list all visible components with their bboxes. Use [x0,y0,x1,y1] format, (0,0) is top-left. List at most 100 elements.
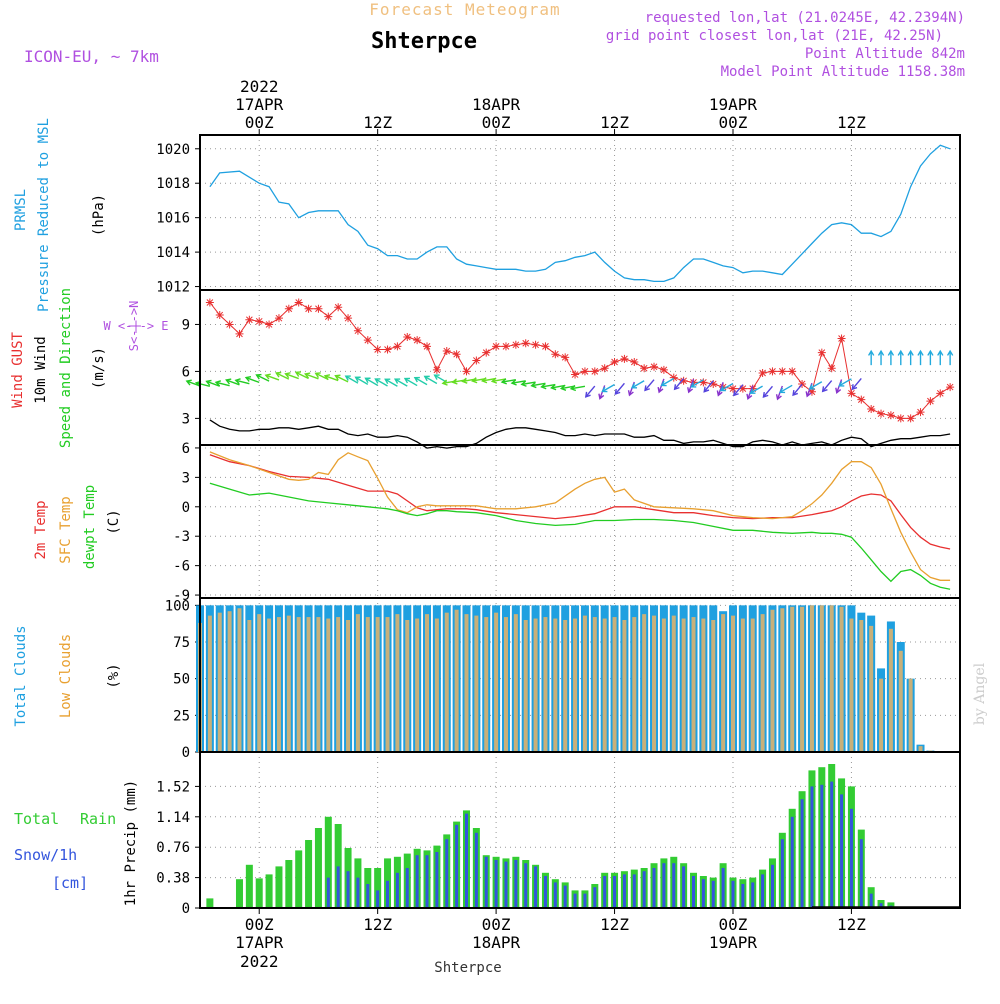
bottom-time-label: 00Z [245,915,274,934]
snow-bar [613,876,617,908]
wind-arrow-head [403,377,411,384]
wind-arrow-head [838,381,845,387]
wind-direction-arrow [688,378,695,393]
wind-direction-arrow [196,382,211,387]
wind-dir-label: Speed and Direction [58,288,74,448]
wind-arrow-head [917,349,924,356]
wind-arrow-head [601,386,608,393]
snow-label: Snow/1h [14,846,77,864]
low-cloud-bar [346,620,351,752]
top-time-label: 00Z [719,113,748,132]
snow-bar [682,866,686,908]
gust-line [209,301,951,419]
wind-direction-arrow [703,380,714,393]
gust-marker [896,414,905,423]
wind-arrow-head [451,378,458,385]
wind-direction-arrow [631,380,645,389]
gust-label: Wind GUST [10,332,26,408]
compass-ns: S<-|->N [127,301,141,352]
wind-direction-arrow [275,372,290,380]
snow-bar [356,877,360,908]
snow-bar [692,876,696,908]
snow-bar [455,824,459,908]
gust-marker [580,367,589,376]
gust-marker [551,350,560,359]
wind-direction-arrow [541,383,556,388]
snow-bar [435,852,439,908]
snow-bar [474,832,478,908]
low-cloud-bar [553,618,558,752]
wind-arrow-head [716,390,723,397]
gust-marker [669,373,678,382]
wind-direction-arrow [501,378,516,383]
snow-bar [662,863,666,908]
low-cloud-bar [513,614,518,752]
y-tick-label: -6 [173,559,190,575]
signature: by Angel [972,662,988,725]
pressure-label-1: PRMSL [13,189,29,231]
snow-bar [751,882,755,908]
gust-marker [245,315,254,324]
wind-arrow-head [244,375,252,382]
gust-marker [274,314,283,323]
low-cloud-bar [296,617,301,752]
low-cloud-bar [740,618,745,752]
y-tick-label: -3 [173,529,190,545]
gust-marker [304,304,313,313]
low-cloud-bar [908,678,913,752]
low-cloud-bar [632,617,637,752]
gust-marker [442,347,451,356]
wind-arrow-head [344,375,351,381]
gust-marker [334,303,343,312]
low-cloud-bar [800,606,805,752]
gust-marker [393,342,402,351]
gust-marker [738,384,747,393]
wind-labels: Wind GUST 10m Wind Speed and Direction (… [10,288,169,448]
snow-bar [879,903,883,908]
low-cloud-bar [760,614,765,752]
rain-bar [295,850,303,908]
gust-marker [531,340,540,349]
gust-marker [501,342,510,351]
snow-bar [810,786,814,908]
low-cloud-bar [622,620,627,752]
low-cloud-bar [918,746,923,752]
y-tick-label: 1018 [156,176,190,192]
snow-bar [543,876,547,908]
wind-direction-arrow [511,380,526,384]
wind-arrow-head [877,349,885,356]
snow-bar [672,863,676,908]
y-tick-label: 6 [182,441,190,457]
low-cloud-bar [809,605,814,752]
snow-bar [731,880,735,908]
low-cloud-bar [237,608,242,752]
low-cloud-bar [415,618,420,752]
snow-bar [761,874,765,908]
wind-arrow-head [792,389,799,397]
wind-arrow-head [927,349,934,356]
gust-marker [373,345,382,354]
gust-marker [324,312,333,321]
gust-marker [521,339,530,348]
wind-arrow-head [937,349,944,356]
panel-frame [199,444,961,599]
snow-bar [790,816,794,908]
wind-direction-arrow [838,378,852,387]
gust-marker [482,348,491,357]
bottom-date-label: 18APR [472,933,521,952]
gust-marker [758,368,767,377]
low-cloud-bar [888,628,893,752]
snow-bar [701,879,705,908]
low-cloud-bar [247,620,252,752]
gust-marker [600,364,609,373]
bottom-time-label: 00Z [719,915,748,934]
gust-marker [946,383,955,392]
snow-bar [464,813,468,908]
model-altitude: Model Point Altitude 1158.38m [721,64,965,80]
wind-arrow-head [778,387,786,394]
wind-arrow-head [946,349,954,356]
low-cloud-bar [750,618,755,752]
gust-marker [452,350,461,359]
gust-marker [857,395,866,404]
